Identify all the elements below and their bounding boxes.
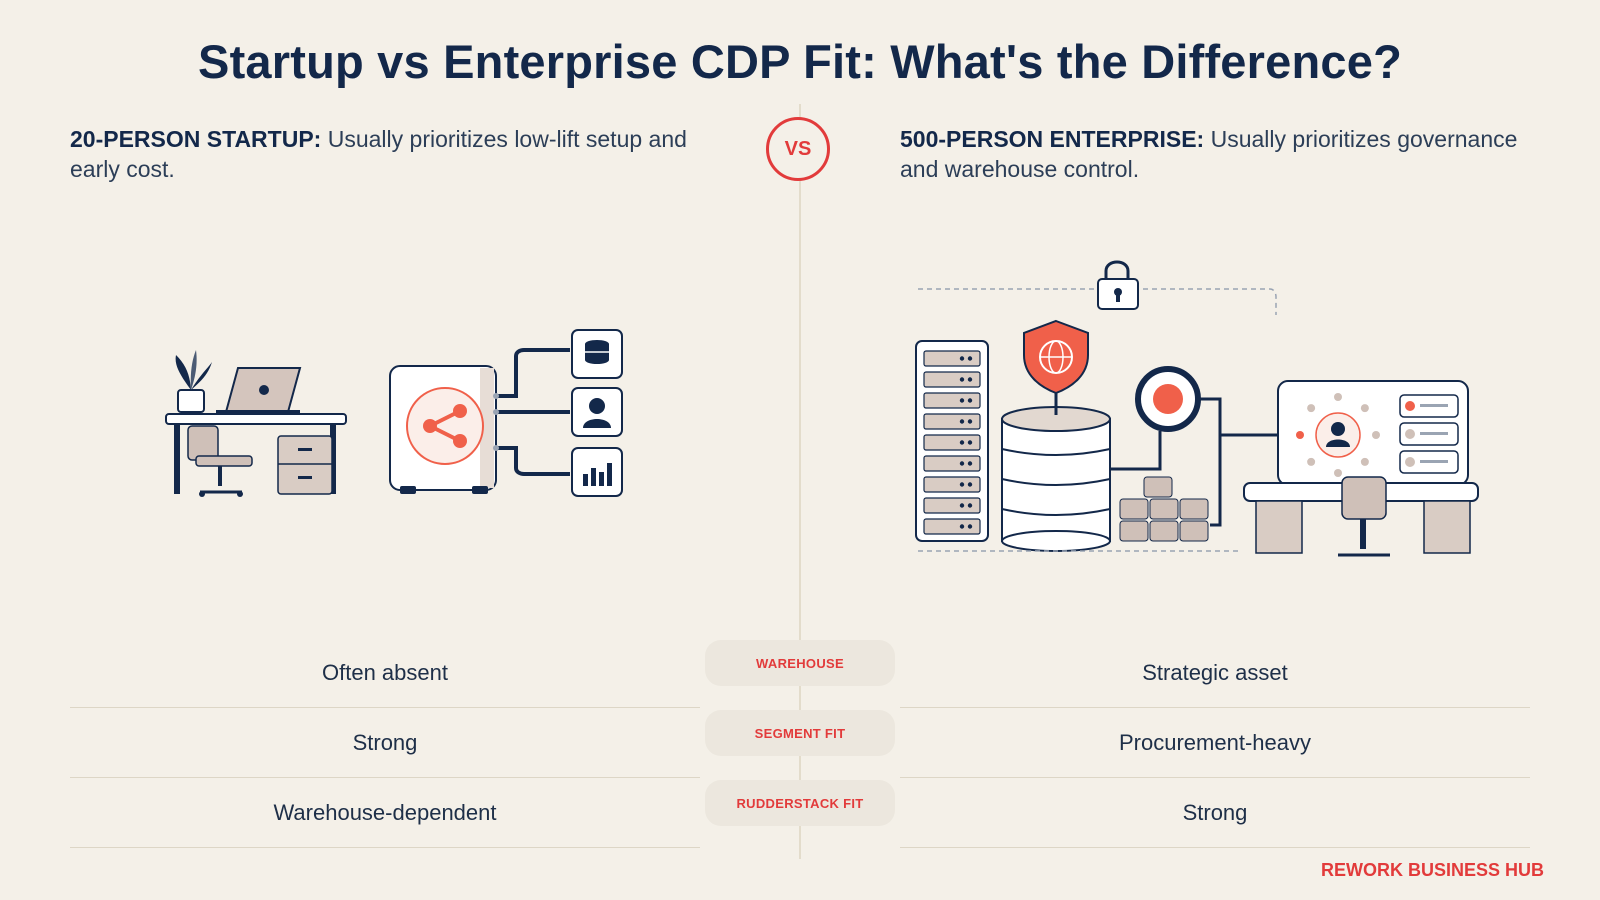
server-led	[967, 524, 973, 529]
startup-value: Warehouse-dependent	[273, 800, 497, 825]
comparison-row-segment-fit: Strong SEGMENT FIT Procurement-heavy	[70, 708, 1530, 778]
row-divider	[70, 707, 700, 708]
vs-badge: VS	[766, 117, 830, 181]
bar-chart-icon	[571, 447, 623, 497]
startup-value: Often absent	[322, 660, 448, 685]
network-node	[1334, 393, 1342, 401]
server-led	[959, 377, 965, 382]
server-led	[959, 524, 965, 529]
brand-logo-text: REWORK BUSINESS HUB	[1320, 860, 1544, 880]
row-divider	[70, 847, 700, 848]
network-node	[1372, 431, 1380, 439]
server-unit	[923, 392, 981, 409]
comparison-table: Often absent WAREHOUSE Strategic asset S…	[70, 638, 1530, 848]
startup-value: Strong	[352, 730, 418, 755]
user-icon	[571, 387, 623, 437]
server-led	[959, 419, 965, 424]
server-led	[959, 482, 965, 487]
server-led	[959, 461, 965, 466]
startup-illustration	[165, 329, 623, 497]
center-divider	[799, 104, 801, 859]
startup-heading: 20-PERSON STARTUP:	[70, 126, 322, 152]
server-unit	[923, 455, 981, 472]
enterprise-illustration	[915, 260, 1479, 557]
enterprise-heading: 500-PERSON ENTERPRISE:	[900, 126, 1205, 152]
enterprise-description: Usually prioritizes governance and wareh…	[900, 126, 1518, 182]
startup-intro: 20-PERSON STARTUP: Usually prioritizes l…	[70, 124, 710, 184]
criterion-label: SEGMENT FIT	[705, 710, 895, 756]
server-unit	[923, 371, 981, 388]
office-chair-icon	[187, 425, 253, 497]
user-profile-icon	[1315, 412, 1361, 458]
plant-icon	[175, 350, 212, 413]
server-led	[967, 482, 973, 487]
data-blocks	[1119, 476, 1209, 542]
lock-icon	[1097, 260, 1139, 310]
server-led	[959, 503, 965, 508]
server-led	[967, 440, 973, 445]
enterprise-value: Strong	[1182, 800, 1248, 825]
enterprise-value: Procurement-heavy	[1119, 730, 1311, 755]
server-unit	[923, 476, 981, 493]
network-node	[1334, 469, 1342, 477]
row-divider	[900, 847, 1530, 848]
server-led	[967, 461, 973, 466]
server-rack-icon	[915, 340, 989, 542]
server-unit	[923, 434, 981, 451]
server-unit	[923, 413, 981, 430]
workstation-icon	[1243, 380, 1479, 557]
row-divider	[900, 707, 1530, 708]
laptop-icon	[216, 367, 302, 414]
server-led	[959, 440, 965, 445]
network-node	[1360, 404, 1369, 413]
comparison-row-rudderstack-fit: Warehouse-dependent RUDDERSTACK FIT Stro…	[70, 778, 1530, 848]
network-node	[1307, 404, 1316, 413]
criterion-label: RUDDERSTACK FIT	[705, 780, 895, 826]
server-led	[967, 419, 973, 424]
server-led	[967, 398, 973, 403]
row-divider	[70, 777, 700, 778]
server-led	[967, 377, 973, 382]
desk-icon	[165, 413, 347, 495]
server-unit	[923, 518, 981, 535]
shield-globe-icon	[1023, 319, 1089, 395]
server-unit	[923, 497, 981, 514]
network-node	[1307, 457, 1316, 466]
database-stack-icon	[1001, 367, 1111, 552]
server-unit	[923, 350, 981, 367]
page-title: Startup vs Enterprise CDP Fit: What's th…	[198, 35, 1402, 88]
server-led	[959, 398, 965, 403]
server-led	[967, 503, 973, 508]
database-icon	[571, 329, 623, 379]
target-icon	[1110, 366, 1201, 471]
row-divider	[900, 777, 1530, 778]
server-led	[967, 356, 973, 361]
comparison-row-warehouse: Often absent WAREHOUSE Strategic asset	[70, 638, 1530, 708]
startup-description: Usually prioritizes low-lift setup and e…	[70, 126, 687, 182]
network-node	[1296, 431, 1304, 439]
share-hub-icon	[389, 365, 497, 494]
enterprise-value: Strategic asset	[1142, 660, 1288, 685]
criterion-label: WAREHOUSE	[705, 640, 895, 686]
network-node	[1360, 457, 1369, 466]
enterprise-intro: 500-PERSON ENTERPRISE: Usually prioritiz…	[900, 124, 1550, 184]
server-led	[959, 356, 965, 361]
